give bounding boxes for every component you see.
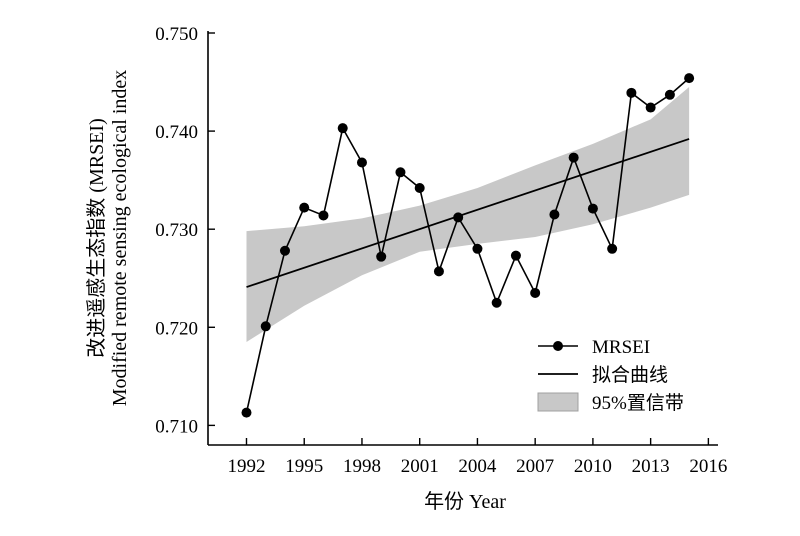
mrsei-point	[433, 266, 444, 277]
mrsei-point	[414, 182, 425, 193]
y-tick-label: 0.730	[155, 220, 198, 241]
fit-line-layer	[246, 138, 690, 288]
fit-line	[246, 138, 690, 288]
mrsei-point	[472, 243, 483, 254]
legend-band-swatch	[537, 392, 579, 412]
x-tick-label: 2010	[574, 456, 612, 477]
mrsei-point	[530, 287, 541, 298]
mrsei-series-layer	[241, 73, 695, 418]
mrsei-point	[279, 245, 290, 256]
y-axis-title-cn: 改进遥感生态指数 (MRSEI)	[85, 118, 108, 357]
mrsei-point	[299, 202, 310, 213]
mrsei-point	[260, 321, 271, 332]
legend-mrsei-label: MRSEI	[592, 337, 650, 358]
confidence-band-layer	[246, 86, 690, 342]
x-axis-title: 年份 Year	[424, 490, 506, 513]
mrsei-point	[587, 203, 598, 214]
mrsei-point	[395, 167, 406, 178]
x-tick-label: 2013	[632, 456, 670, 477]
x-tick-label: 1992	[227, 456, 265, 477]
legend-band-label: 95%置信带	[592, 392, 684, 414]
y-tick-label: 0.740	[155, 122, 198, 143]
mrsei-point	[510, 250, 521, 261]
y-axis-title-en: Modified remote sensing ecological index	[109, 70, 131, 407]
mrsei-point	[241, 407, 252, 418]
mrsei-point	[626, 87, 637, 98]
mrsei-point	[549, 209, 560, 220]
mrsei-point	[491, 297, 502, 308]
legend-mrsei-marker	[553, 341, 563, 351]
x-tick-label: 2004	[458, 456, 497, 477]
confidence-band	[246, 86, 690, 342]
x-tick-label: 1998	[343, 456, 381, 477]
x-tick-label: 2007	[516, 456, 554, 477]
mrsei-point	[376, 251, 387, 262]
mrsei-point	[607, 243, 618, 254]
mrsei-point	[356, 157, 367, 168]
mrsei-point	[318, 210, 329, 221]
mrsei-point	[337, 123, 348, 134]
y-tick-label: 0.750	[155, 24, 198, 45]
legend: MRSEI 拟合曲线 95%置信带	[537, 337, 684, 414]
mrsei-point	[684, 73, 695, 84]
mrsei-point	[568, 152, 579, 163]
mrsei-point	[645, 102, 656, 113]
x-tick-label: 2001	[401, 456, 439, 477]
axes: 0.710 0.720 0.730 0.740 0.750 1992 1995 1998 200…	[155, 24, 727, 477]
legend-fit-label: 拟合曲线	[592, 364, 668, 386]
mrsei-point	[664, 89, 675, 100]
x-tick-label: 1995	[285, 456, 323, 477]
x-tick-label: 2016	[689, 456, 727, 477]
y-tick-label: 0.710	[155, 416, 198, 437]
mrsei-point	[453, 212, 464, 223]
y-tick-label: 0.720	[155, 318, 198, 339]
